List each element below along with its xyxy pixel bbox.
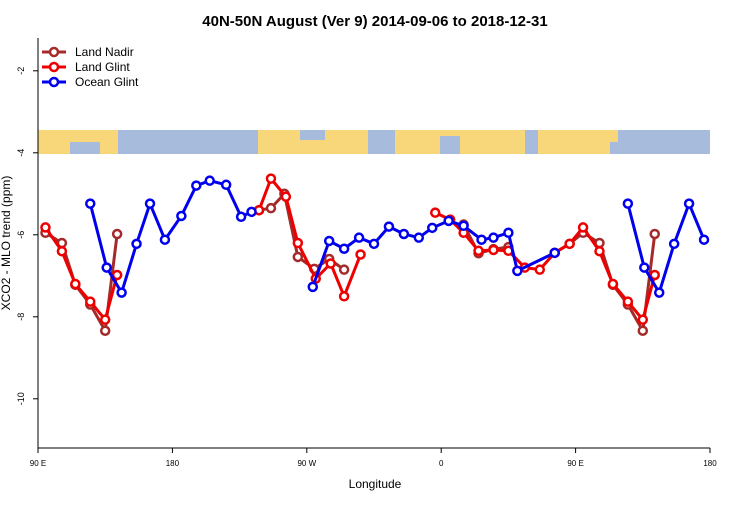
data-point <box>338 243 350 254</box>
data-point <box>368 238 380 250</box>
data-point <box>307 281 319 293</box>
data-point <box>338 264 350 275</box>
legend-label: Ocean Glint <box>75 75 139 89</box>
data-point <box>488 232 499 243</box>
chart-title: 40N-50N August (Ver 9) 2014-09-06 to 201… <box>202 13 547 30</box>
data-point <box>101 262 112 273</box>
data-point <box>265 202 277 214</box>
y-tick-label: -4 <box>16 149 26 157</box>
data-point <box>683 198 695 209</box>
data-point <box>323 235 335 247</box>
data-point <box>280 191 292 202</box>
data-point <box>473 245 484 257</box>
data-point <box>111 228 123 240</box>
data-point <box>383 221 395 232</box>
data-point <box>338 291 350 302</box>
data-point <box>503 227 514 238</box>
series-line <box>88 179 706 295</box>
data-point <box>443 215 454 227</box>
data-point <box>204 175 215 186</box>
data-point <box>594 245 605 257</box>
x-tick-label: 90 W <box>297 459 316 468</box>
x-axis-label: Longitude <box>349 477 402 491</box>
data-point <box>488 244 499 256</box>
data-point <box>698 234 710 245</box>
data-point <box>265 173 277 184</box>
x-tick-label: 90 E <box>567 459 583 468</box>
series-line <box>44 177 657 322</box>
data-point <box>131 238 142 250</box>
y-tick-label: -2 <box>16 67 26 75</box>
x-tick-label: 180 <box>703 459 717 468</box>
data-point <box>159 234 171 245</box>
data-point <box>622 198 634 209</box>
data-point <box>534 264 546 275</box>
data-point <box>577 222 589 233</box>
data-point <box>639 262 650 273</box>
data-point <box>649 228 660 240</box>
data-point <box>426 222 438 234</box>
data-point <box>292 237 304 249</box>
data-point <box>56 245 68 257</box>
y-tick-label: -10 <box>16 392 26 405</box>
y-tick-label: -6 <box>16 231 26 239</box>
data-point <box>292 251 304 263</box>
x-tick-label: 90 E <box>30 459 46 468</box>
legend-label: Land Glint <box>75 60 130 74</box>
data-point <box>220 179 232 191</box>
data-point <box>564 238 575 250</box>
data-point <box>70 278 81 290</box>
data-point <box>111 269 123 281</box>
data-point <box>176 210 187 222</box>
data-point <box>622 296 634 307</box>
legend-label: Land Nadir <box>75 45 134 59</box>
data-point <box>353 232 365 243</box>
data-point <box>512 265 523 277</box>
x-tick-label: 180 <box>166 459 180 468</box>
data-point <box>85 198 96 209</box>
data-point <box>325 258 336 269</box>
data-point <box>116 287 127 298</box>
data-point <box>191 180 202 191</box>
legend-marker <box>48 76 60 88</box>
data-point <box>429 207 441 218</box>
data-point <box>398 228 410 240</box>
data-point <box>85 296 96 307</box>
data-point <box>668 238 680 250</box>
y-tick-label: -8 <box>16 313 26 321</box>
data-point <box>637 314 649 325</box>
series-line <box>44 192 657 333</box>
x-tick-label: 0 <box>439 459 444 468</box>
map-strip <box>38 130 710 154</box>
data-point <box>476 234 487 245</box>
y-axis-label: XCO2 - MLO trend (ppm) <box>0 176 13 311</box>
data-point <box>99 325 111 336</box>
data-point <box>458 220 469 232</box>
data-point <box>637 325 649 336</box>
data-point <box>144 198 156 209</box>
data-point <box>246 206 257 218</box>
data-point <box>99 314 111 325</box>
data-point <box>355 249 366 260</box>
data-point <box>649 269 660 281</box>
data-point <box>549 247 560 259</box>
legend-marker <box>48 46 60 58</box>
data-point <box>607 278 619 290</box>
data-point <box>653 287 665 298</box>
data-point <box>40 222 51 233</box>
legend-marker <box>48 61 60 73</box>
data-point <box>413 232 425 243</box>
data-point <box>235 211 247 223</box>
